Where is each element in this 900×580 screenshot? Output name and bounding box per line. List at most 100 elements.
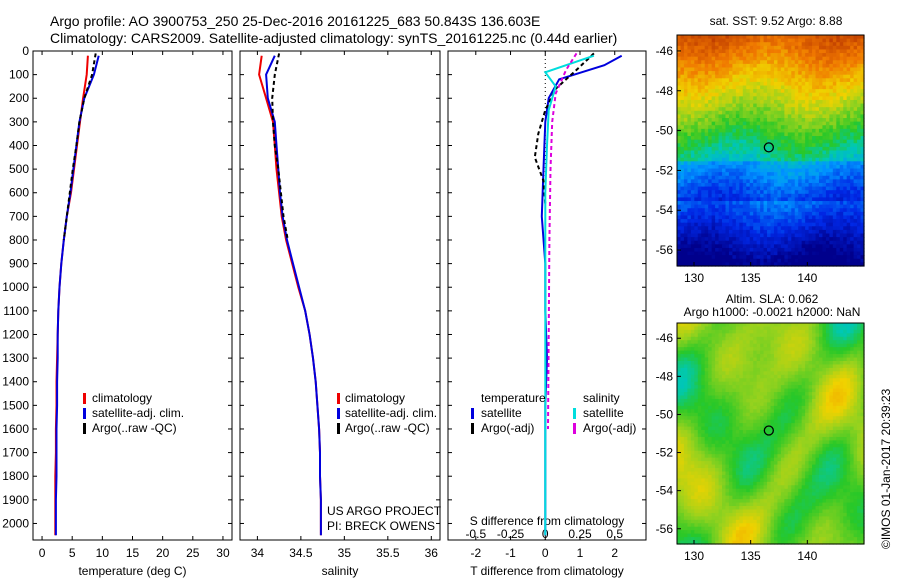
map-cell bbox=[767, 121, 772, 126]
map-cell bbox=[701, 85, 706, 90]
map-cell bbox=[825, 258, 830, 263]
map-cell bbox=[767, 85, 772, 90]
map-cell bbox=[718, 60, 723, 65]
map-cell bbox=[704, 204, 709, 209]
map-cell bbox=[732, 323, 737, 328]
map-cell bbox=[812, 60, 817, 65]
map-cell bbox=[690, 49, 695, 54]
map-cell bbox=[760, 99, 765, 105]
map-cell bbox=[846, 204, 851, 209]
map-cell bbox=[756, 139, 761, 144]
map-cell bbox=[818, 157, 824, 162]
map-cell bbox=[791, 63, 796, 69]
map-cell bbox=[853, 71, 858, 76]
map-cell bbox=[701, 132, 706, 137]
map-cell bbox=[825, 204, 830, 209]
map-cell bbox=[805, 208, 810, 213]
map-cell bbox=[763, 60, 768, 65]
map-cell bbox=[763, 139, 768, 144]
map-cell bbox=[832, 92, 837, 97]
map-cell bbox=[836, 81, 841, 87]
map-cell bbox=[725, 378, 730, 383]
map-cell bbox=[735, 136, 740, 141]
map-cell bbox=[732, 233, 737, 238]
map-cell bbox=[704, 381, 709, 386]
map-cell bbox=[722, 164, 727, 170]
map-cell bbox=[843, 336, 848, 341]
map-cell bbox=[708, 357, 713, 362]
map-cell bbox=[697, 347, 702, 352]
map-cell bbox=[732, 201, 737, 206]
x-tick-label: 5 bbox=[69, 546, 76, 560]
map-cell bbox=[773, 114, 779, 119]
map-cell bbox=[801, 103, 806, 108]
map-cell bbox=[708, 99, 713, 105]
map-cell bbox=[722, 89, 727, 94]
map-cell bbox=[784, 35, 789, 40]
map-cell bbox=[791, 175, 796, 180]
map-cell bbox=[836, 182, 841, 188]
map-cell bbox=[677, 139, 682, 144]
map-cell bbox=[853, 208, 858, 213]
map-cell bbox=[715, 89, 720, 94]
map-cell bbox=[818, 211, 824, 217]
map-cell bbox=[711, 219, 716, 224]
map-cell bbox=[815, 208, 820, 213]
map-cell bbox=[784, 357, 789, 362]
map-cell bbox=[763, 247, 768, 253]
map-cell bbox=[722, 398, 727, 404]
map-cell bbox=[857, 67, 862, 72]
map-cell bbox=[753, 233, 758, 238]
map-cell bbox=[739, 219, 744, 224]
map-cell bbox=[815, 42, 820, 47]
map-cell bbox=[832, 49, 837, 54]
map-cell bbox=[857, 143, 862, 148]
map-cell bbox=[860, 136, 865, 141]
map-cell bbox=[773, 175, 779, 180]
map-cell bbox=[694, 350, 699, 355]
map-cell bbox=[850, 204, 855, 209]
map-cell bbox=[680, 378, 685, 383]
map-cell bbox=[787, 125, 792, 130]
map-cell bbox=[763, 85, 768, 90]
map-cell bbox=[683, 161, 688, 166]
map-cell bbox=[749, 381, 754, 386]
map-cell bbox=[822, 71, 827, 76]
map-cell bbox=[839, 336, 844, 341]
map-cell bbox=[683, 323, 688, 328]
map-cell bbox=[801, 143, 806, 148]
map-cell bbox=[791, 193, 796, 199]
map-cell bbox=[787, 350, 792, 355]
map-cell bbox=[857, 385, 862, 390]
map-cell bbox=[701, 103, 706, 108]
map-cell bbox=[850, 56, 855, 61]
map-cell bbox=[715, 208, 720, 213]
map-cell bbox=[760, 208, 765, 213]
map-cell bbox=[836, 360, 841, 366]
map-cell bbox=[846, 179, 851, 184]
map-cell bbox=[715, 175, 720, 180]
map-cell bbox=[832, 78, 837, 83]
map-cell bbox=[812, 114, 817, 119]
map-cell bbox=[742, 45, 747, 51]
map-cell bbox=[812, 219, 817, 224]
map-cell bbox=[794, 103, 799, 108]
map-cell bbox=[853, 193, 858, 199]
map-cell bbox=[718, 150, 723, 155]
map-cell bbox=[832, 182, 837, 188]
map-cell bbox=[839, 229, 844, 235]
map-cell bbox=[722, 215, 727, 220]
map-cell bbox=[812, 240, 817, 245]
map-cell bbox=[839, 262, 844, 267]
map-cell bbox=[815, 114, 820, 119]
map-cell bbox=[777, 336, 782, 341]
map-cell bbox=[839, 103, 844, 108]
map-cell bbox=[760, 340, 765, 345]
map-cell bbox=[798, 350, 803, 355]
map-cell bbox=[808, 367, 813, 372]
map-cell bbox=[780, 364, 785, 369]
map-cell bbox=[801, 258, 806, 263]
map-cell bbox=[822, 49, 827, 54]
map-cell bbox=[742, 67, 747, 72]
map-cell bbox=[812, 354, 817, 359]
